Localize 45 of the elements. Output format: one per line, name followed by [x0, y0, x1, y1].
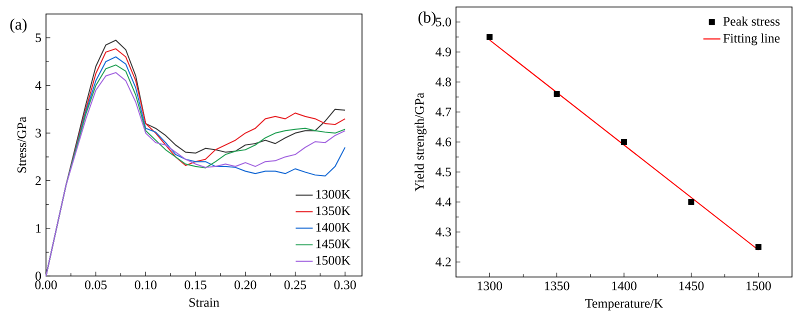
y-tick-label: 3: [36, 128, 41, 138]
y-tick-label: 4.9: [436, 48, 451, 56]
legend-label: Fitting line: [723, 34, 780, 46]
y-tick-label: 5: [36, 34, 41, 42]
text: (b): [418, 12, 436, 26]
x-tick-label: 0.15: [184, 280, 206, 290]
x-tick-label: 0.05: [85, 280, 107, 290]
x-tick-label: 1400: [612, 282, 636, 290]
legend-label: 1300K: [316, 190, 350, 199]
x-tick-label: 0.00: [35, 280, 57, 290]
x-tick-label: 1350: [545, 282, 570, 290]
legend-label: 1400K: [316, 222, 350, 232]
legend-label: 1450K: [316, 239, 350, 248]
y-tick-label: 2: [36, 176, 41, 186]
x-tick-label: 0.10: [134, 280, 157, 290]
point: [554, 91, 560, 97]
y-tick-label: 4.5: [436, 168, 451, 176]
point: [755, 244, 762, 250]
legend-label: Peak stress: [723, 16, 780, 26]
y-tick-label: 4.3: [436, 228, 451, 236]
y-tick-label: 4.8: [436, 78, 452, 86]
y-tick-label: 1: [36, 224, 41, 233]
x-axis-title: Temperature/K: [585, 299, 664, 310]
y-tick-label: 4.7: [436, 108, 452, 116]
point: [688, 199, 694, 205]
y-tick-label: 4.4: [436, 198, 452, 206]
x-tick-label: 0.25: [284, 280, 306, 290]
legend-label: 1350K: [316, 206, 350, 216]
y-tick-label: 4.6: [436, 138, 452, 146]
y-axis-title: Yield strength/GPa: [414, 92, 426, 192]
point: [621, 139, 627, 145]
x-tick-label: 1450: [679, 282, 704, 290]
x-tick-label: 1300: [478, 282, 502, 290]
text: (a): [10, 18, 27, 33]
x-tick-label: 1500: [746, 282, 771, 290]
point: [486, 34, 493, 40]
x-tick-label: 0.30: [334, 280, 356, 290]
y-tick-label: 4.2: [436, 258, 451, 266]
y-tick-label: 5.0: [436, 18, 452, 26]
x-tick-label: 0.20: [234, 280, 256, 290]
y-axis-title: Stress/GPa: [17, 116, 26, 173]
y-tick-label: 4: [35, 81, 42, 90]
x-axis-title: Strain: [189, 298, 220, 307]
legend-label: 1500K: [316, 256, 350, 265]
y-tick-label: 0: [36, 272, 41, 280]
